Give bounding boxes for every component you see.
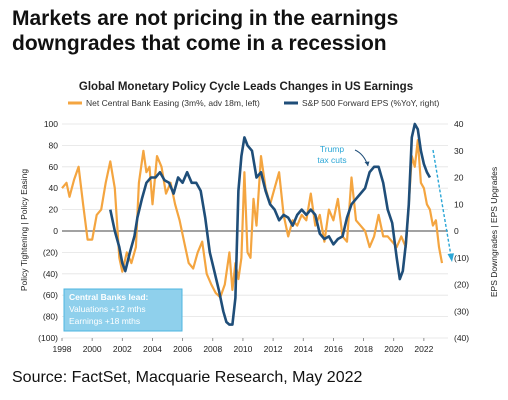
left-tick-label: (80) [43, 312, 58, 322]
chart-title: Global Monetary Policy Cycle Leads Chang… [79, 81, 413, 93]
right-axis-label: EPS Downgrades | EPS Upgrades [489, 167, 499, 297]
x-tick-label: 2010 [233, 344, 252, 354]
x-tick-label: 2018 [354, 344, 373, 354]
svg-text:Valuations +12 mths: Valuations +12 mths [69, 304, 146, 314]
legend: Net Central Bank Easing (3m%, adv 18m, l… [68, 98, 440, 108]
left-tick-label: (40) [43, 269, 58, 279]
source-note: Source: FactSet, Macquarie Research, May… [12, 369, 363, 386]
lead-callout-box: Central Banks lead: Valuations +12 mths … [63, 288, 183, 332]
right-axis-ticks: 40 30 20 10 0 (10) (20) (30) (40) [454, 119, 469, 343]
left-tick-label: (60) [43, 290, 58, 300]
x-tick-label: 2020 [384, 344, 403, 354]
right-tick-label: (10) [454, 253, 469, 263]
right-tick-label: 10 [454, 199, 464, 209]
left-tick-label: (20) [43, 247, 58, 257]
right-tick-label: 20 [454, 173, 464, 183]
svg-text:Earnings +18 mths: Earnings +18 mths [69, 316, 140, 326]
x-axis-ticks: 1998 2000 2002 2004 2006 2008 2010 2012 2014 2016… [53, 338, 434, 354]
chart: Global Monetary Policy Cycle Leads Chang… [19, 81, 499, 354]
left-tick-label: 0 [53, 226, 58, 236]
x-tick-label: 2022 [414, 344, 433, 354]
x-tick-label: 2006 [173, 344, 192, 354]
left-tick-label: 100 [44, 119, 58, 129]
svg-text:tax cuts: tax cuts [317, 155, 346, 165]
right-tick-label: 30 [454, 146, 464, 156]
x-tick-label: 2004 [143, 344, 162, 354]
left-axis-ticks: 100 80 60 40 20 0 (20) (40) (60) (80) (100) [38, 119, 58, 343]
x-tick-label: 1998 [53, 344, 72, 354]
x-tick-label: 2008 [203, 344, 222, 354]
legend-label-sp500: S&P 500 Forward EPS (%YoY, right) [302, 98, 440, 108]
forecast-arrow [432, 149, 454, 262]
right-tick-label: (40) [454, 333, 469, 343]
right-tick-label: (30) [454, 306, 469, 316]
headline: Markets are not pricing in the earnings … [12, 7, 399, 55]
x-tick-label: 2002 [113, 344, 132, 354]
right-tick-label: (20) [454, 280, 469, 290]
left-tick-label: 80 [49, 140, 59, 150]
x-tick-label: 2012 [264, 344, 283, 354]
left-tick-label: (100) [38, 333, 58, 343]
svg-text:Trump: Trump [320, 144, 345, 154]
legend-label-central-bank: Net Central Bank Easing (3m%, adv 18m, l… [86, 98, 260, 108]
trump-annotation: Trump tax cuts [317, 144, 370, 167]
x-tick-label: 2000 [83, 344, 102, 354]
right-tick-label: 0 [454, 226, 459, 236]
left-tick-label: 40 [49, 183, 59, 193]
series-line-sp500 [109, 122, 432, 326]
svg-text:Central Banks lead:: Central Banks lead: [69, 292, 149, 302]
left-tick-label: 60 [49, 162, 59, 172]
x-tick-label: 2014 [294, 344, 313, 354]
left-tick-label: 20 [49, 205, 59, 215]
right-tick-label: 40 [454, 119, 464, 129]
x-tick-label: 2016 [324, 344, 343, 354]
left-axis-label: Policy Tightening | Policy Easing [19, 169, 29, 292]
